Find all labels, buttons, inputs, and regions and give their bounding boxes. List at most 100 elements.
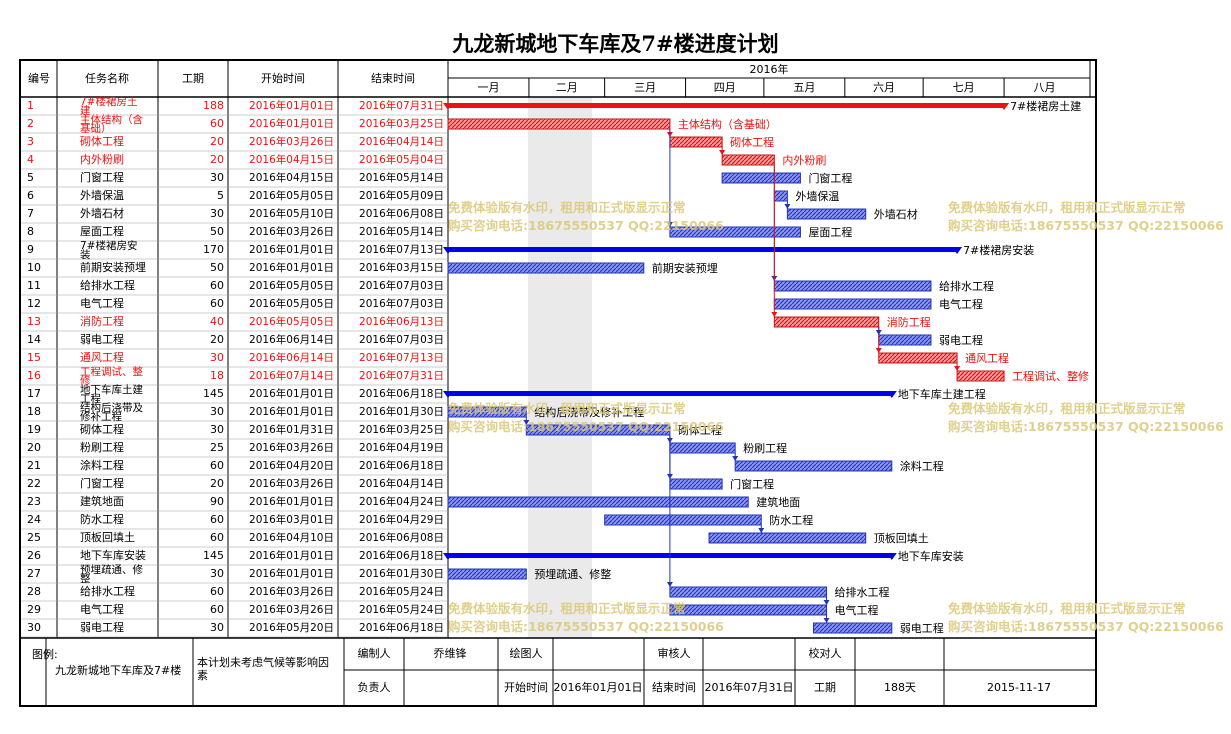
task-id: 27 (27, 567, 41, 580)
bar-label: 弱电工程 (939, 334, 983, 347)
task-duration: 30 (210, 405, 224, 418)
task-duration: 60 (210, 585, 224, 598)
month-label: 一月 (477, 81, 499, 94)
task-name: 工程 (80, 393, 101, 405)
task-start: 2016年03月26日 (249, 135, 334, 148)
footer-label: 编制人 (358, 646, 391, 660)
task-bar (447, 496, 749, 508)
bar-label: 门窗工程 (808, 171, 852, 185)
summary-bar (448, 391, 892, 396)
task-end: 2016年03月25日 (359, 117, 444, 130)
task-end: 2016年07月13日 (359, 351, 444, 364)
task-bar (878, 334, 932, 346)
task-bar (669, 604, 828, 616)
task-name: 屋面工程 (80, 225, 124, 238)
dependency-arrow (719, 150, 726, 155)
task-id: 14 (27, 333, 41, 346)
task-end: 2016年05月09日 (359, 189, 444, 202)
task-name: 内外粉刷 (80, 152, 124, 166)
task-end: 2016年04月29日 (359, 513, 444, 526)
column-header: 开始时间 (261, 71, 305, 85)
task-duration: 40 (210, 315, 224, 328)
task-id: 29 (27, 603, 41, 616)
task-end: 2016年05月24日 (359, 603, 444, 616)
task-name: 地下车库土建 (80, 383, 143, 396)
bar-label: 电气工程 (835, 603, 879, 617)
task-start: 2016年01月31日 (249, 423, 334, 436)
bar-label: 预埋疏通、修整 (534, 567, 611, 581)
task-duration: 50 (210, 261, 224, 274)
task-start: 2016年03月26日 (249, 603, 334, 616)
task-start: 2016年01月01日 (249, 99, 334, 112)
task-duration: 145 (203, 387, 224, 400)
task-end: 2016年01月30日 (359, 405, 444, 418)
chart-frame (19, 59, 1097, 707)
footer-value: 2015-11-17 (987, 681, 1051, 694)
task-id: 3 (27, 135, 34, 148)
task-id: 11 (27, 279, 41, 292)
task-id: 13 (27, 315, 41, 328)
bar-label: 涂料工程 (900, 459, 944, 473)
task-name: 建 (80, 104, 91, 117)
bar-label: 防水工程 (769, 513, 813, 527)
bar-label: 砌体工程 (730, 135, 774, 149)
task-id: 23 (27, 495, 41, 508)
dependency-arrow (823, 618, 830, 623)
column-header: 工期 (182, 72, 204, 85)
task-end: 2016年07月03日 (359, 279, 444, 292)
bar-label: 建筑地面 (756, 495, 800, 509)
chart-title: 九龙新城地下车库及7#楼进度计划 (452, 31, 779, 56)
task-bar (708, 532, 867, 544)
task-end: 2016年06月18日 (359, 459, 444, 472)
task-id: 18 (27, 405, 41, 418)
task-id: 19 (27, 423, 41, 436)
task-end: 2016年06月13日 (359, 315, 444, 328)
task-bar (734, 460, 893, 472)
summary-bar (448, 247, 958, 252)
task-end: 2016年05月14日 (359, 225, 444, 238)
column-header: 编号 (28, 71, 50, 85)
task-name: 地下车库安装 (80, 548, 146, 562)
task-duration: 50 (210, 225, 224, 238)
task-duration: 18 (210, 369, 224, 382)
task-name: 给排水工程 (80, 278, 135, 292)
dependency-arrow (771, 312, 778, 317)
task-start: 2016年06月14日 (249, 351, 334, 364)
task-duration: 60 (210, 531, 224, 544)
month-label: 八月 (1034, 81, 1056, 94)
task-name: 顶板回填土 (80, 530, 135, 544)
footer-label: 结束时间 (652, 681, 696, 694)
task-bar (773, 280, 932, 292)
task-start: 2016年05月05日 (249, 189, 334, 202)
task-end: 2016年07月03日 (359, 297, 444, 310)
task-end: 2016年06月18日 (359, 621, 444, 634)
task-duration: 20 (210, 333, 224, 346)
summary-marker (443, 553, 453, 560)
footer-label: 绘图人 (510, 646, 543, 660)
bar-label: 地下车库土建工程 (898, 387, 986, 401)
task-name: 弱电工程 (80, 621, 124, 634)
task-duration: 60 (210, 459, 224, 472)
task-start: 2016年05月05日 (249, 279, 334, 292)
task-name: 基础） (80, 122, 112, 135)
task-start: 2016年03月26日 (249, 441, 334, 454)
task-name: 装 (80, 248, 91, 261)
task-start: 2016年03月26日 (249, 585, 334, 598)
footer-value: 2016年07月31日 (705, 680, 794, 694)
summary-marker (443, 391, 453, 398)
task-start: 2016年01月01日 (249, 567, 334, 580)
footer-value: 2016年01月01日 (554, 680, 643, 694)
summary-marker (443, 103, 453, 110)
summary-marker (886, 391, 897, 398)
task-duration: 90 (210, 495, 224, 508)
task-start: 2016年01月01日 (249, 117, 334, 130)
task-id: 22 (27, 477, 41, 490)
task-name: 电气工程 (80, 602, 124, 616)
task-bar (525, 424, 671, 436)
task-start: 2016年05月20日 (249, 621, 334, 634)
task-start: 2016年07月14日 (249, 369, 334, 382)
bar-label: 电气工程 (939, 297, 983, 311)
footer-label: 审核人 (658, 646, 691, 660)
bar-label: 外墙石材 (874, 207, 918, 221)
